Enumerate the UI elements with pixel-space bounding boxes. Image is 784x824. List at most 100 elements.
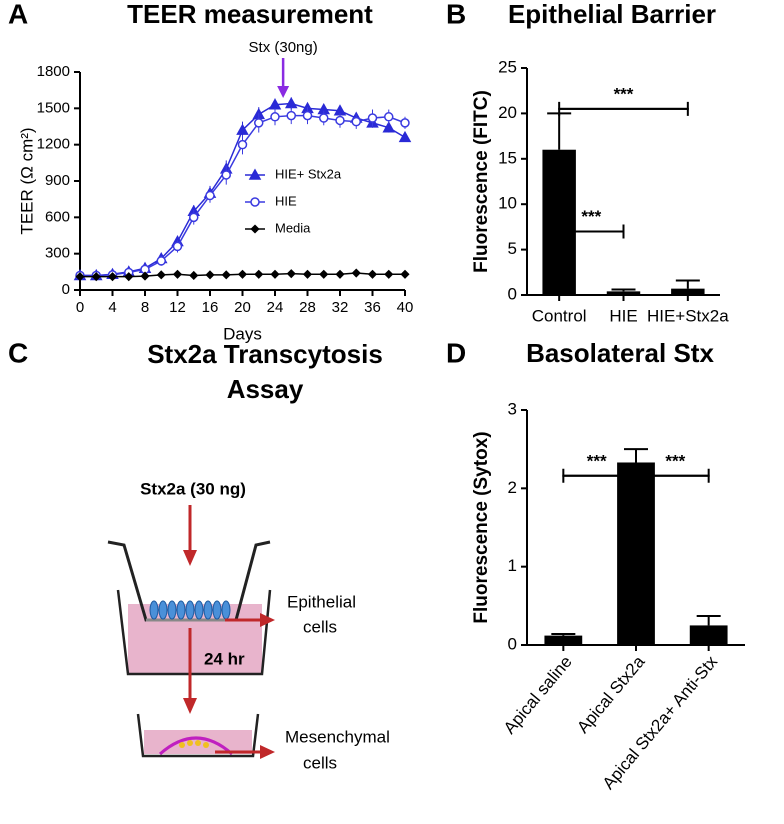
legend-label: HIE <box>275 193 297 208</box>
y-tick-label: 3 <box>508 399 517 418</box>
chart-title: TEER measurement <box>127 0 373 29</box>
panel-label: A <box>8 0 28 29</box>
point <box>270 112 280 122</box>
point <box>384 269 394 279</box>
point <box>302 269 313 279</box>
point <box>172 241 183 252</box>
chart-title: Epithelial Barrier <box>508 0 716 29</box>
x-tick-label: 32 <box>332 299 349 316</box>
significance-label: *** <box>614 84 634 103</box>
x-tick-label: 28 <box>299 299 316 316</box>
significance-bracket <box>558 107 689 116</box>
point <box>384 112 394 122</box>
point <box>205 270 215 280</box>
point <box>250 224 260 234</box>
bar <box>544 635 583 645</box>
y-tick-label: 300 <box>45 245 70 262</box>
x-tick-label: HIE+Stx2a <box>647 306 729 325</box>
point <box>254 269 264 279</box>
significance-bracket <box>641 474 710 483</box>
point <box>270 269 280 279</box>
y-tick-label: 900 <box>45 172 70 189</box>
transwell <box>107 540 272 676</box>
x-tick-label: Apical Stx2a <box>573 652 649 737</box>
annotation: Stx (30ng) <box>249 39 318 56</box>
bar <box>689 625 728 645</box>
point <box>400 269 410 279</box>
point <box>156 256 166 266</box>
y-axis-label: Fluorescence (FITC) <box>471 90 492 273</box>
point <box>124 272 134 282</box>
point <box>236 123 249 135</box>
x-tick-label: Apical saline <box>500 652 576 737</box>
point <box>286 269 296 279</box>
point <box>284 96 298 109</box>
y-tick-label: 1500 <box>37 99 70 116</box>
point <box>335 115 345 126</box>
point <box>189 270 199 281</box>
legend-label: HIE+ Stx2a <box>275 166 342 181</box>
point <box>382 121 396 133</box>
y-tick-label: 1200 <box>37 136 70 153</box>
y-tick-label: 2 <box>508 478 517 497</box>
time-label: 24 hr <box>204 649 245 668</box>
y-tick-label: 600 <box>45 208 70 225</box>
y-tick-label: 0 <box>508 284 517 303</box>
point <box>205 190 215 201</box>
y-tick-label: 10 <box>498 194 517 213</box>
y-tick-label: 25 <box>498 57 517 76</box>
point <box>351 116 361 127</box>
diagram-title: Assay <box>227 374 304 404</box>
point <box>398 130 412 143</box>
y-tick-label: 1 <box>508 556 517 575</box>
y-tick-label: 1800 <box>37 63 70 80</box>
significance-bracket <box>562 474 631 483</box>
panel-label: C <box>8 337 28 368</box>
x-axis-label: Days <box>223 324 262 343</box>
y-tick-label: 20 <box>498 103 517 122</box>
significance-label: *** <box>587 451 607 470</box>
significance-label: *** <box>581 207 601 226</box>
panel-label: D <box>446 337 466 368</box>
y-tick-label: 0 <box>62 281 70 298</box>
point <box>335 269 345 279</box>
point <box>221 170 231 180</box>
y-axis-label: TEER (Ω cm²) <box>17 127 36 234</box>
bar <box>617 462 655 645</box>
epithelial-label: cells <box>303 617 337 636</box>
legend-label: Media <box>275 220 311 235</box>
dish <box>136 713 260 758</box>
x-tick-label: 20 <box>234 299 251 316</box>
x-tick-label: HIE <box>609 306 637 325</box>
mesenchymal-label: Mesenchymal <box>285 727 390 746</box>
arrows <box>183 505 275 759</box>
point <box>319 269 329 279</box>
x-tick-label: 12 <box>169 299 186 316</box>
point <box>286 110 296 121</box>
panel-label: B <box>446 0 466 29</box>
point <box>221 270 231 280</box>
significance-bracket <box>558 230 625 239</box>
point <box>367 113 378 123</box>
point <box>189 212 199 223</box>
point <box>351 268 361 278</box>
annotation-arrowhead <box>277 86 290 98</box>
point <box>140 271 150 281</box>
point <box>237 269 248 279</box>
bar <box>542 149 576 295</box>
x-tick-label: 4 <box>108 299 116 316</box>
x-tick-label: 24 <box>267 299 284 316</box>
significance-label: *** <box>665 451 685 470</box>
x-tick-label: Control <box>532 306 587 325</box>
y-tick-label: 15 <box>498 148 517 167</box>
x-tick-label: 36 <box>364 299 381 316</box>
x-tick-label: 40 <box>397 299 414 316</box>
point <box>107 272 118 282</box>
y-tick-label: 0 <box>508 634 517 653</box>
x-tick-label: 16 <box>202 299 219 316</box>
point <box>302 110 313 121</box>
point <box>400 118 410 128</box>
toxin-label: Stx2a (30 ng) <box>140 479 246 498</box>
bar <box>671 288 705 295</box>
